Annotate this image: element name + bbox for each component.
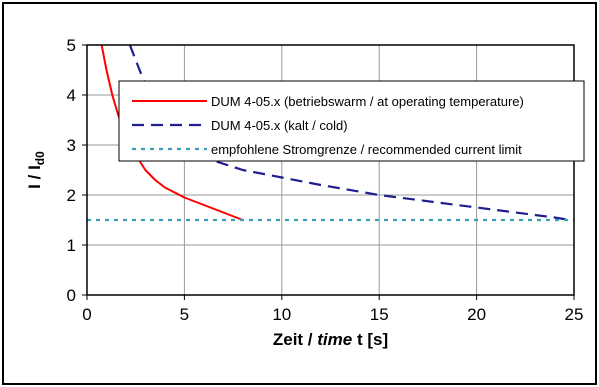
x-tick-label: 0 — [82, 305, 91, 324]
y-tick-label: 4 — [67, 86, 76, 105]
legend: DUM 4-05.x (betriebswarm / at operating … — [118, 80, 585, 162]
x-tick-label: 25 — [565, 305, 584, 324]
legend-label-1: DUM 4-05.x (betriebswarm / at operating … — [211, 94, 524, 109]
y-axis-title: I / Id0 — [25, 151, 47, 189]
series-line-1 — [100, 44, 244, 221]
x-tick-label: 15 — [370, 305, 389, 324]
chart-svg: 0 5 10 15 20 25 0 1 2 3 4 5 Zeit / time t [s] I / Id0… — [25, 36, 585, 349]
plot-border — [86, 44, 575, 296]
y-tick-label: 5 — [67, 36, 76, 55]
y-tick-label: 1 — [67, 236, 76, 255]
series-line-2 — [128, 44, 571, 222]
x-tick-label: 10 — [272, 305, 291, 324]
x-tick-label: 20 — [467, 305, 486, 324]
legend-box — [118, 80, 585, 162]
legend-label-2: DUM 4-05.x (kalt / cold) — [211, 118, 348, 133]
y-tick-label: 3 — [67, 136, 76, 155]
legend-label-3: empfohlene Stromgrenze / recommended cur… — [211, 142, 522, 157]
y-tick-label: 2 — [67, 186, 76, 205]
x-axis-title: Zeit / time t [s] — [273, 330, 388, 349]
x-tick-label: 5 — [180, 305, 189, 324]
y-tick-label: 0 — [67, 286, 76, 305]
